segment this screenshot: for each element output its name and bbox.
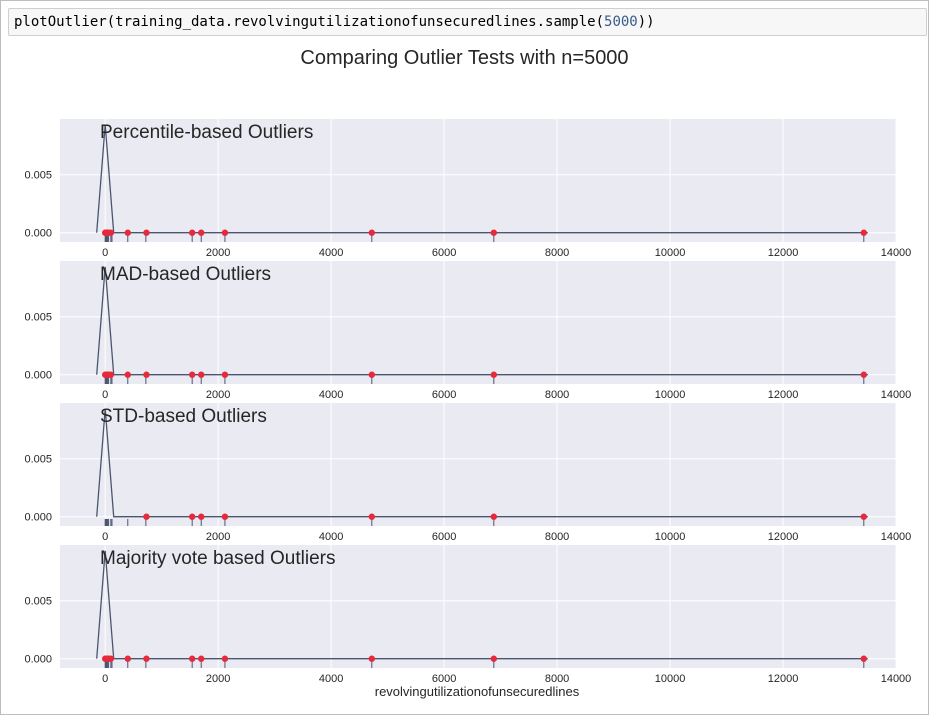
outlier-point [107,229,115,236]
outlier-point [143,229,150,236]
x-tick-label: 6000 [432,389,456,401]
outlier-point [143,513,150,520]
outlier-point [221,229,229,236]
outlier-point [368,513,376,520]
outlier-point [860,513,868,520]
outlier-point [221,655,229,662]
outlier-point [368,655,376,662]
outlier-point [221,371,229,378]
x-tick-label: 4000 [319,247,343,259]
subplot-3: 0.000 0.005 0 2000 4000 6000 8000 10000 12000 140… [24,403,911,543]
x-tick-label: 0 [102,673,108,685]
outlier-point [198,229,205,236]
outlier-point [188,371,196,378]
y-tick-label: 0.000 [24,370,52,382]
outlier-point [124,229,131,236]
subplot-title: Percentile-based Outliers [100,122,313,143]
outlier-point [490,371,498,378]
x-axis-label: revolvingutilizationofunsecuredlines [375,684,580,699]
x-tick-label: 4000 [319,673,343,685]
subplot-title: Majority vote based Outliers [100,548,336,569]
outlier-point [198,371,205,378]
x-tick-label: 6000 [432,673,456,685]
y-tick-label: 0.000 [24,654,52,666]
plot-area [60,403,896,526]
code-input-cell[interactable]: plotOutlier(training_data.revolvingutili… [8,8,927,36]
x-tick-label: 8000 [545,389,569,401]
x-tick-label: 0 [102,247,108,259]
x-tick-label: 8000 [545,247,569,259]
outlier-point [188,655,196,662]
x-tick-label: 12000 [768,673,799,685]
x-tick-label: 10000 [655,247,686,259]
code-number-literal: 5000 [604,14,638,30]
outlier-point [860,371,868,378]
x-tick-label: 2000 [206,673,230,685]
subplot-title: MAD-based Outliers [100,264,271,285]
x-tick-label: 14000 [881,673,912,685]
outlier-point [143,655,150,662]
x-tick-label: 6000 [432,531,456,543]
x-tick-label: 10000 [655,389,686,401]
subplot-2: 0.000 0.005 0 2000 4000 6000 8000 10000 12000 140… [24,261,911,401]
outlier-point [221,513,229,520]
plot-area [60,545,896,668]
y-tick-label: 0.000 [24,228,52,240]
x-tick-label: 0 [102,389,108,401]
subplot-4: 0.000 0.005 0 2000 4000 6000 8000 10000 12000 140… [24,545,911,685]
outlier-point [107,371,115,378]
x-tick-label: 12000 [768,531,799,543]
x-tick-label: 8000 [545,531,569,543]
y-tick-label: 0.000 [24,512,52,524]
outlier-point [490,229,498,236]
x-tick-label: 2000 [206,247,230,259]
x-tick-label: 14000 [881,389,912,401]
x-tick-label: 12000 [768,389,799,401]
x-tick-label: 12000 [768,247,799,259]
outlier-point [860,655,868,662]
y-tick-label: 0.005 [24,312,52,324]
outlier-point [143,371,150,378]
subplot-1: 0.000 0.005 0 2000 4000 6000 8000 10000 12000 140… [24,119,911,259]
x-tick-label: 2000 [206,531,230,543]
subplot-title: STD-based Outliers [100,406,267,427]
code-text-prefix: plotOutlier(training_data.revolvingutili… [14,14,605,30]
x-tick-label: 2000 [206,389,230,401]
x-tick-label: 0 [102,531,108,543]
y-tick-label: 0.005 [24,454,52,466]
x-tick-label: 8000 [545,673,569,685]
x-tick-label: 14000 [881,531,912,543]
outlier-point [188,229,196,236]
code-text-suffix: )) [637,14,655,30]
x-tick-label: 4000 [319,389,343,401]
outlier-point [860,229,868,236]
outlier-point [107,655,115,662]
outlier-point [188,513,196,520]
x-tick-label: 14000 [881,247,912,259]
y-tick-label: 0.005 [24,596,52,608]
x-tick-label: 6000 [432,247,456,259]
figure-title: Comparing Outlier Tests with n=5000 [300,47,629,69]
x-tick-label: 10000 [655,673,686,685]
y-tick-label: 0.005 [24,170,52,182]
outlier-point [368,229,376,236]
outlier-point [490,655,498,662]
x-tick-label: 10000 [655,531,686,543]
outlier-point [198,655,205,662]
outlier-point [198,513,205,520]
outlier-point [124,371,131,378]
plot-area [60,119,896,242]
outlier-point [490,513,498,520]
x-tick-label: 4000 [319,531,343,543]
plot-area [60,261,896,384]
outlier-point [124,655,131,662]
outlier-point [368,371,376,378]
